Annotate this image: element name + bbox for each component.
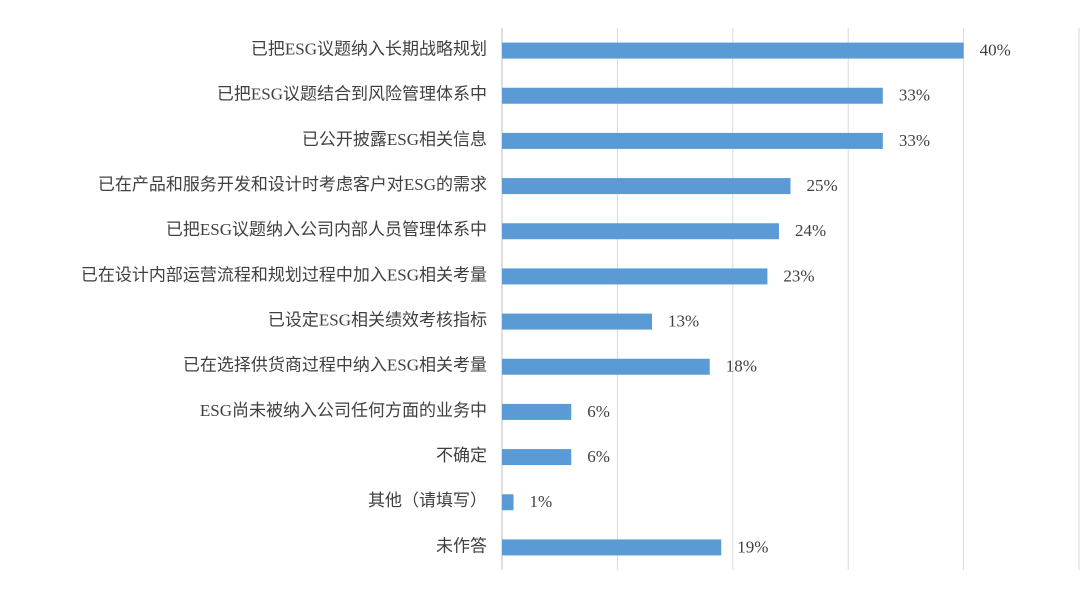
bar — [502, 223, 779, 240]
bar — [502, 42, 964, 59]
bar — [502, 494, 514, 511]
value-label: 13% — [668, 311, 699, 330]
bar — [502, 403, 572, 420]
bar — [502, 449, 572, 466]
category-label: 已把ESG议题结合到风险管理体系中 — [217, 85, 487, 104]
category-label: 未作答 — [436, 536, 487, 555]
category-label: 已把ESG议题纳入公司内部人员管理体系中 — [166, 220, 487, 239]
value-label: 6% — [587, 402, 610, 421]
category-label: 已设定ESG相关绩效考核指标 — [268, 310, 487, 329]
value-label: 18% — [726, 357, 757, 376]
category-label: 已在选择供货商过程中纳入ESG相关考量 — [183, 356, 487, 375]
value-label: 24% — [795, 221, 826, 240]
category-label: 已在产品和服务开发和设计时考虑客户对ESG的需求 — [98, 175, 487, 194]
value-label: 6% — [587, 447, 610, 466]
value-label: 33% — [899, 86, 930, 105]
value-label: 23% — [783, 266, 814, 285]
category-label: 已把ESG议题纳入长期战略规划 — [251, 39, 487, 58]
category-label: 不确定 — [436, 446, 487, 465]
value-label: 19% — [737, 537, 768, 556]
value-label: 33% — [899, 131, 930, 150]
value-label: 25% — [807, 176, 838, 195]
category-label: 已公开披露ESG相关信息 — [302, 130, 487, 149]
category-label: 其他（请填写） — [368, 491, 487, 510]
bar — [502, 539, 722, 556]
bar — [502, 178, 791, 195]
value-label: 40% — [980, 40, 1011, 59]
category-label: 已在设计内部运营流程和规划过程中加入ESG相关考量 — [81, 265, 487, 284]
category-label: ESG尚未被纳入公司任何方面的业务中 — [200, 401, 487, 420]
bar — [502, 358, 710, 375]
value-label: 1% — [530, 492, 553, 511]
bar — [502, 87, 883, 104]
bar — [502, 268, 768, 285]
bar — [502, 132, 883, 149]
bar — [502, 313, 653, 330]
